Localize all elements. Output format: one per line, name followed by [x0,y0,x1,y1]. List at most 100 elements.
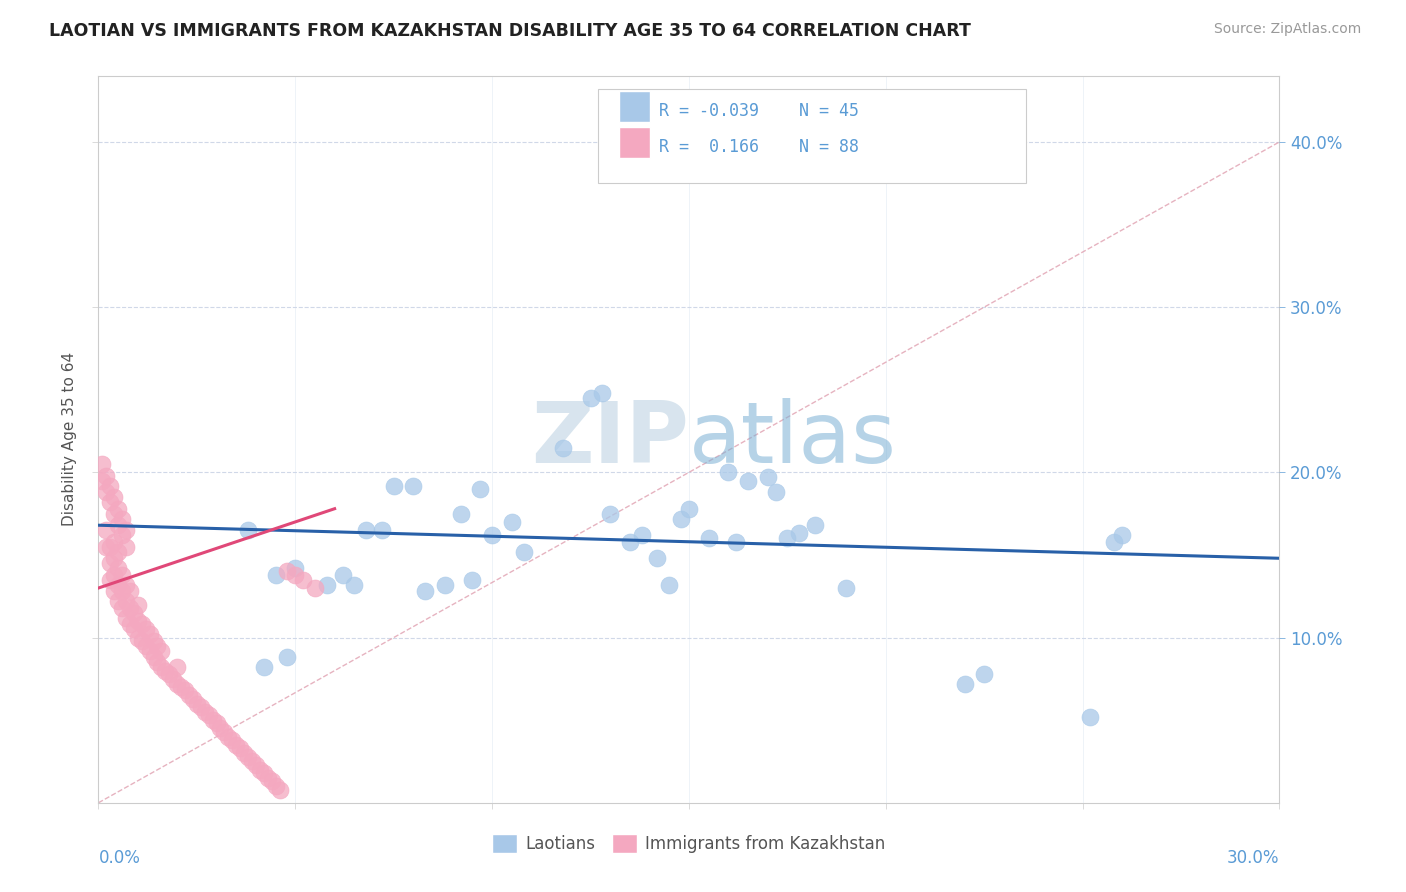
Point [284,567,307,582]
Text: atlas: atlas [689,398,897,481]
Point [245,757,267,772]
Point [186,697,208,711]
Point [579,391,602,405]
Point [591,386,613,401]
Point [461,573,484,587]
Point [450,507,472,521]
Point [835,581,858,595]
Point [1080,710,1102,724]
Point [98,495,121,509]
Point [402,478,425,492]
Point [146,656,169,670]
Point [115,540,138,554]
Text: ZIP: ZIP [531,398,689,481]
Point [973,667,995,681]
Point [107,518,129,533]
Point [98,573,121,587]
Point [190,700,212,714]
Point [599,507,621,521]
Point [107,578,129,592]
Point [284,561,307,575]
Point [138,644,160,658]
Point [354,523,377,537]
Point [138,627,160,641]
Point [249,763,271,777]
Point [115,523,138,537]
Point [276,565,298,579]
Point [103,584,125,599]
Point [107,561,129,575]
Point [209,722,232,736]
Point [658,578,681,592]
Point [107,594,129,608]
Point [1102,534,1125,549]
Point [481,528,503,542]
Point [111,600,134,615]
Point [717,466,740,480]
Point [236,523,259,537]
Point [332,567,354,582]
Point [269,782,291,797]
Text: 30.0%: 30.0% [1227,849,1279,867]
Point [135,639,157,653]
Point [107,544,129,558]
Point [551,441,574,455]
Point [118,584,141,599]
Point [127,598,149,612]
Point [107,501,129,516]
Point [103,507,125,521]
Point [433,578,456,592]
Point [233,746,256,760]
Point [756,470,779,484]
Point [142,633,165,648]
Point [205,716,228,731]
Point [135,623,157,637]
Point [131,633,153,648]
Point [501,515,523,529]
Point [181,691,204,706]
Point [115,578,138,592]
Point [150,660,173,674]
Text: R = -0.039    N = 45: R = -0.039 N = 45 [659,103,859,120]
Point [776,532,799,546]
Point [240,755,263,769]
Point [647,551,669,566]
Point [96,468,118,483]
Point [146,639,169,653]
Point [111,584,134,599]
Point [260,774,283,789]
Point [122,606,145,620]
Point [264,779,287,793]
Point [111,567,134,582]
Point [217,730,239,744]
Point [96,540,118,554]
Point [115,611,138,625]
Point [103,551,125,566]
Point [315,578,337,592]
Point [170,680,193,694]
Point [131,617,153,632]
Point [91,457,114,471]
Point [953,677,976,691]
Point [118,600,141,615]
Point [98,478,121,492]
Point [127,614,149,628]
Point [221,733,243,747]
Text: LAOTIAN VS IMMIGRANTS FROM KAZAKHSTAN DISABILITY AGE 35 TO 64 CORRELATION CHART: LAOTIAN VS IMMIGRANTS FROM KAZAKHSTAN DI… [49,22,972,40]
Point [96,485,118,500]
Point [111,511,134,525]
Point [91,474,114,488]
Point [127,631,149,645]
Point [103,534,125,549]
Point [155,664,177,678]
Point [122,623,145,637]
Point [194,705,217,719]
Legend: Laotians, Immigrants from Kazakhstan: Laotians, Immigrants from Kazakhstan [485,827,893,860]
Point [630,528,652,542]
Point [787,526,810,541]
Point [292,573,315,587]
Point [253,660,276,674]
Point [669,511,692,525]
Point [157,667,180,681]
Point [253,766,276,780]
